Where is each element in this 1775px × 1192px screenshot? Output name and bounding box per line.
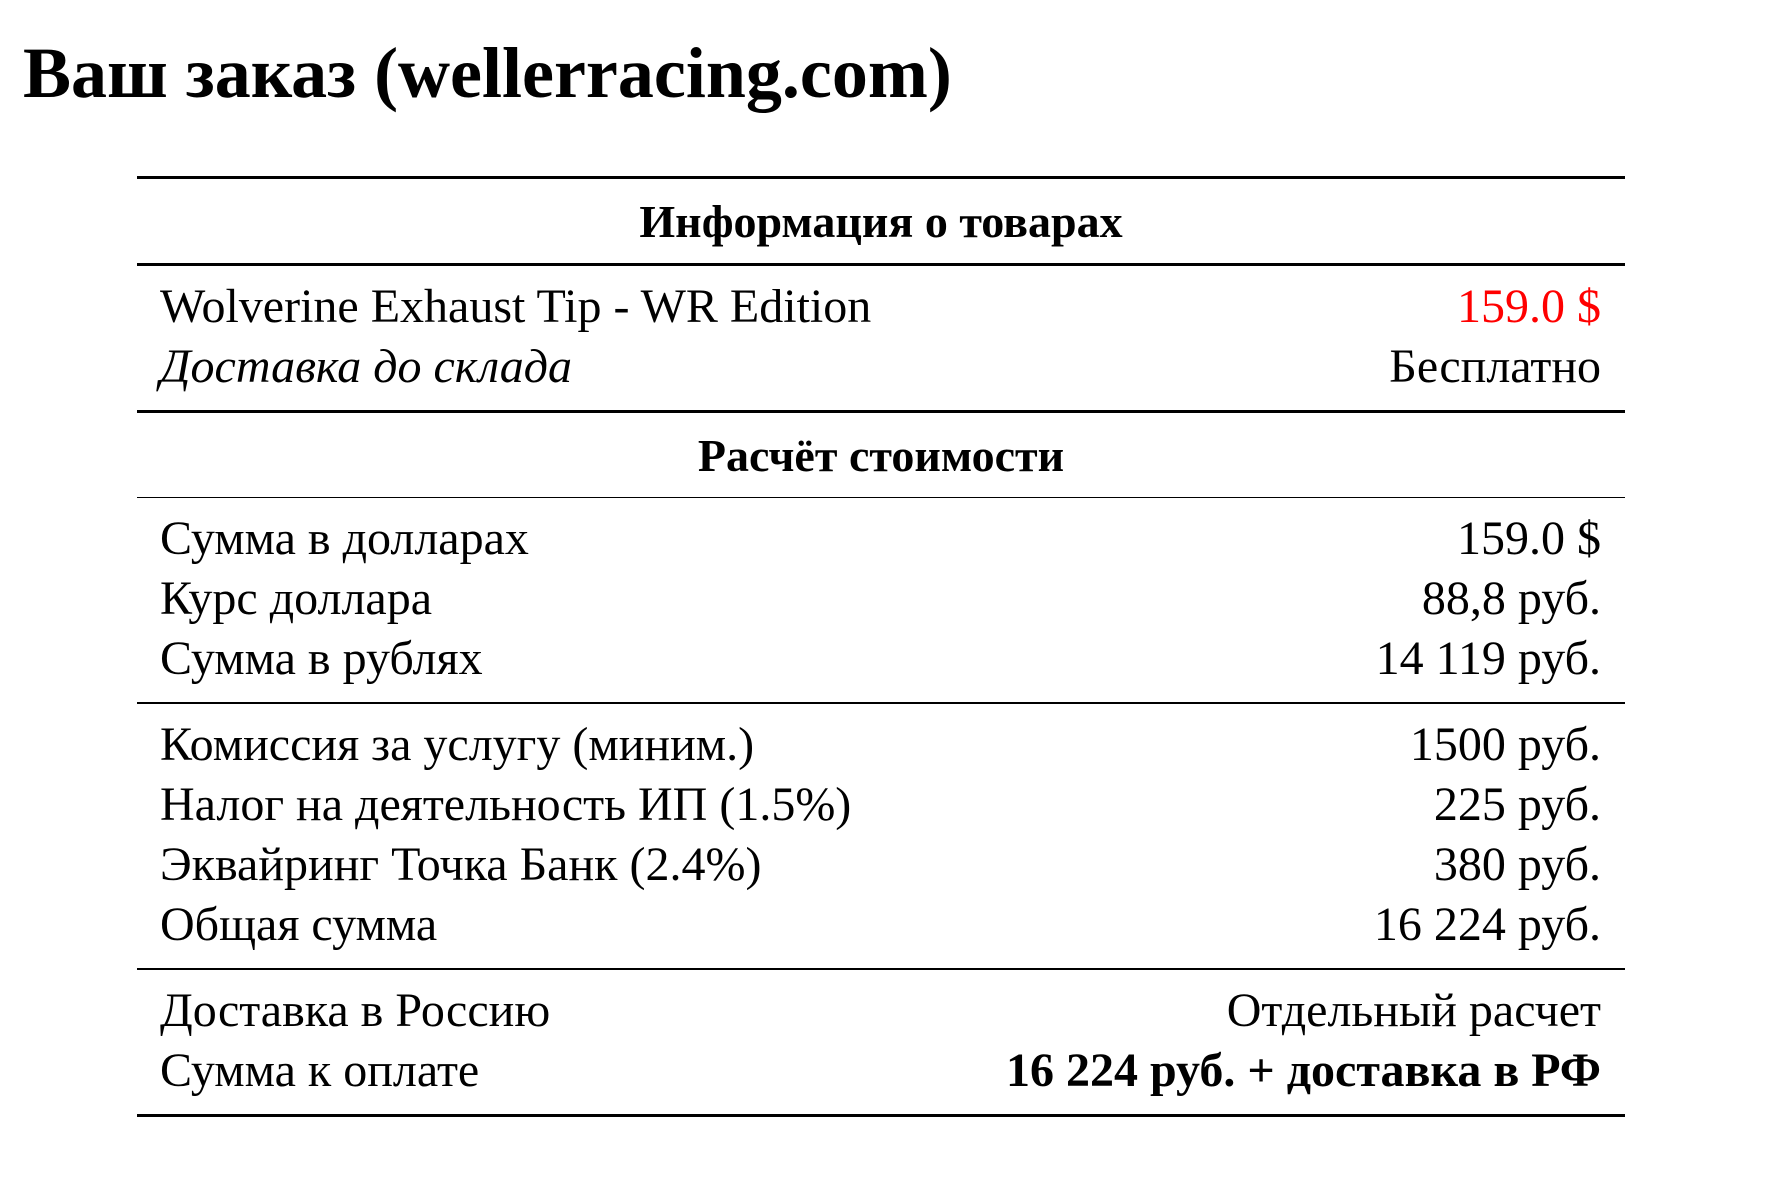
amount-due-value: 16 224 руб. + доставка в РФ <box>1005 1043 1601 1097</box>
conversion-group: Сумма в долларах 159.0 $ Курс доллара 88… <box>137 498 1625 702</box>
row-label: Налог на деятельность ИП (1.5%) <box>160 777 852 831</box>
product-group: Wolverine Exhaust Tip - WR Edition 159.0… <box>137 266 1625 410</box>
row-value: 14 119 руб. <box>1375 631 1601 685</box>
row-label: Эквайринг Точка Банк (2.4%) <box>160 837 762 891</box>
row-value: 380 руб. <box>1433 837 1601 891</box>
section-heading-products: Информация о товарах <box>639 195 1123 247</box>
warehouse-shipping-row: Доставка до склада Бесплатно <box>137 336 1625 396</box>
divider <box>137 497 1625 498</box>
divider <box>137 263 1625 266</box>
page-title: Ваш заказ (wellerracing.com) <box>23 33 952 113</box>
row-value: 16 224 руб. <box>1373 897 1601 951</box>
tax-row: Налог на деятельность ИП (1.5%) 225 руб. <box>137 774 1625 834</box>
warehouse-shipping-label: Доставка до склада <box>160 339 572 393</box>
order-table: Информация о товарах Wolverine Exhaust T… <box>137 176 1625 1117</box>
usd-sum-row: Сумма в долларах 159.0 $ <box>137 508 1625 568</box>
divider <box>137 1114 1625 1117</box>
row-label: Доставка в Россию <box>160 983 551 1037</box>
acquiring-row: Эквайринг Точка Банк (2.4%) 380 руб. <box>137 834 1625 894</box>
divider <box>137 702 1625 704</box>
row-label: Сумма в долларах <box>160 511 529 565</box>
fees-group: Комиссия за услугу (миним.) 1500 руб. На… <box>137 704 1625 968</box>
warehouse-shipping-value: Бесплатно <box>1389 339 1601 393</box>
row-value: Отдельный расчет <box>1226 983 1601 1037</box>
row-value: 1500 руб. <box>1409 717 1601 771</box>
row-label: Сумма в рублях <box>160 631 483 685</box>
total-row: Общая сумма 16 224 руб. <box>137 894 1625 954</box>
divider <box>137 968 1625 970</box>
russia-shipping-row: Доставка в Россию Отдельный расчет <box>137 980 1625 1040</box>
row-label: Сумма к оплате <box>160 1043 480 1097</box>
product-name: Wolverine Exhaust Tip - WR Edition <box>160 279 872 333</box>
service-fee-row: Комиссия за услугу (миним.) 1500 руб. <box>137 714 1625 774</box>
divider <box>137 410 1625 413</box>
exchange-rate-row: Курс доллара 88,8 руб. <box>137 568 1625 628</box>
product-row: Wolverine Exhaust Tip - WR Edition 159.0… <box>137 276 1625 336</box>
row-label: Комиссия за услугу (миним.) <box>160 717 755 771</box>
divider <box>137 176 1625 179</box>
row-value: 88,8 руб. <box>1421 571 1601 625</box>
section-heading-cost: Расчёт стоимости <box>697 429 1065 481</box>
amount-due-row: Сумма к оплате 16 224 руб. + доставка в … <box>137 1040 1625 1100</box>
product-price: 159.0 $ <box>1457 279 1601 333</box>
row-value: 225 руб. <box>1433 777 1601 831</box>
row-label: Курс доллара <box>160 571 433 625</box>
final-group: Доставка в Россию Отдельный расчет Сумма… <box>137 970 1625 1114</box>
row-value: 159.0 $ <box>1457 511 1601 565</box>
rub-sum-row: Сумма в рублях 14 119 руб. <box>137 628 1625 688</box>
row-label: Общая сумма <box>160 897 438 951</box>
